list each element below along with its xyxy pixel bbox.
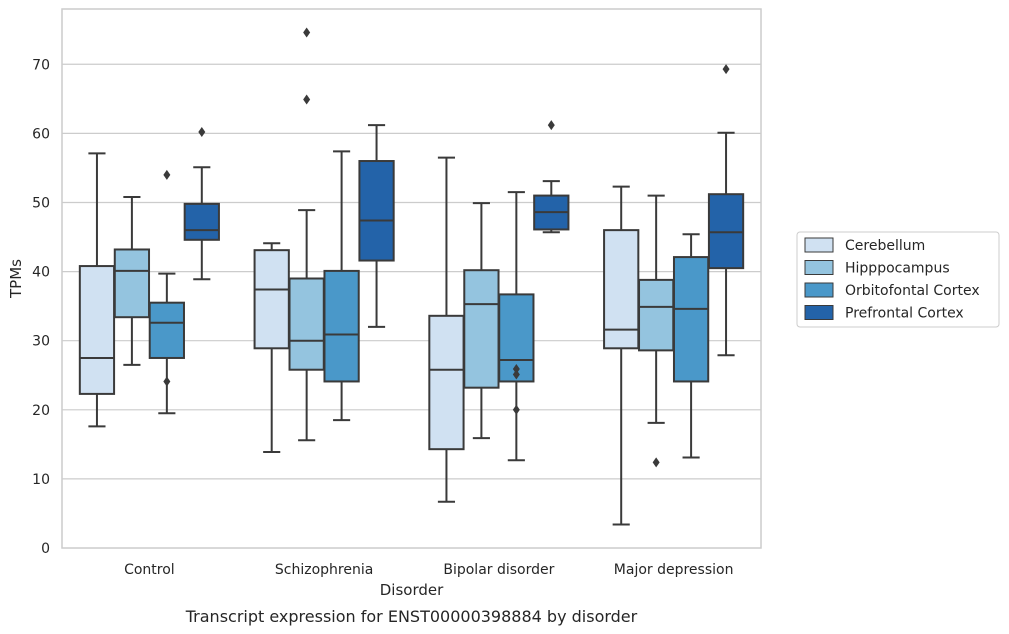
outlier-point <box>303 94 311 105</box>
box-body <box>358 160 395 262</box>
box-prefrontal-cortex <box>358 124 395 328</box>
box-body <box>183 202 220 241</box>
y-axis-label: TPMs <box>7 259 25 299</box>
outlier-point <box>163 376 171 387</box>
outlier-point <box>198 127 206 138</box>
outlier-point <box>547 120 555 131</box>
box-body <box>638 278 675 352</box>
box-orbitofontal-cortex <box>672 233 710 459</box>
box-cerebellum <box>603 185 640 526</box>
x-tick-label: Bipolar disorder <box>443 562 554 578</box>
box-body <box>113 248 151 319</box>
outlier-point <box>652 457 660 468</box>
legend-item: Hipppocampus <box>804 260 950 277</box>
box-prefrontal-cortex <box>707 64 745 357</box>
legend: Cerebellum Hipppocampus Orbitofontal Corte… <box>796 231 1000 328</box>
y-tick-label: 10 <box>32 472 50 488</box>
box-orbitofontal-cortex <box>323 150 360 422</box>
box-body <box>603 229 640 350</box>
x-axis-ticks: Control Schizophrenia Bipolar disorder Majo… <box>124 562 733 578</box>
legend-swatch <box>804 305 834 320</box>
y-tick-label: 0 <box>41 541 50 557</box>
y-tick-label: 20 <box>32 403 50 419</box>
legend-swatch <box>804 282 834 298</box>
box-body <box>253 249 290 350</box>
box-body <box>428 314 465 451</box>
box-body <box>148 301 185 359</box>
box-prefrontal-cortex <box>533 120 570 234</box>
x-tick-label: Control <box>124 562 175 578</box>
box-body <box>323 269 360 383</box>
outlier-point <box>512 369 520 380</box>
y-axis-ticks: 0 10 20 30 40 50 60 70 <box>32 57 50 557</box>
box-series <box>78 27 745 526</box>
box-orbitofontal-cortex <box>498 191 535 462</box>
box-cerebellum <box>428 156 465 503</box>
legend-swatch <box>804 237 834 253</box>
x-axis-label: Disorder <box>380 581 444 599</box>
y-tick-label: 50 <box>32 195 50 211</box>
legend-label: Prefrontal Cortex <box>845 306 964 322</box>
outlier-point <box>512 404 520 415</box>
box-hipppocampus <box>463 202 500 440</box>
y-tick-label: 60 <box>32 126 50 142</box>
box-prefrontal-cortex <box>183 127 220 281</box>
x-tick-label: Major depression <box>614 562 734 578</box>
legend-label: Hipppocampus <box>845 261 950 277</box>
legend-item: Prefrontal Cortex <box>804 305 964 322</box>
box-body <box>707 193 745 270</box>
plot-area <box>62 9 761 548</box>
legend-swatch <box>804 260 834 275</box>
box-cerebellum <box>253 242 290 453</box>
legend-label: Cerebellum <box>845 238 925 254</box>
legend-label: Orbitofontal Cortex <box>845 283 980 299</box>
box-body <box>463 269 500 389</box>
outlier-point <box>512 364 520 375</box>
legend-item: Orbitofontal Cortex <box>804 282 980 299</box>
box-body <box>78 265 116 395</box>
chart-caption: Transcript expression for ENST0000039888… <box>185 607 638 626</box>
box-hipppocampus <box>113 195 151 366</box>
box-hipppocampus <box>638 194 675 468</box>
box-body <box>288 277 325 371</box>
legend-item: Cerebellum <box>804 237 925 254</box>
y-tick-label: 40 <box>32 265 50 281</box>
box-cerebellum <box>78 152 116 428</box>
x-tick-label: Schizophrenia <box>275 562 373 578</box>
box-body <box>672 256 710 383</box>
box-orbitofontal-cortex <box>148 169 185 415</box>
legend-frame <box>796 231 1000 328</box>
y-tick-label: 30 <box>32 334 50 350</box>
y-tick-label: 70 <box>32 57 50 73</box>
outlier-point <box>303 27 311 38</box>
plot-frame <box>61 8 762 549</box>
outlier-point <box>722 64 730 75</box>
outlier-point <box>163 169 171 180</box>
